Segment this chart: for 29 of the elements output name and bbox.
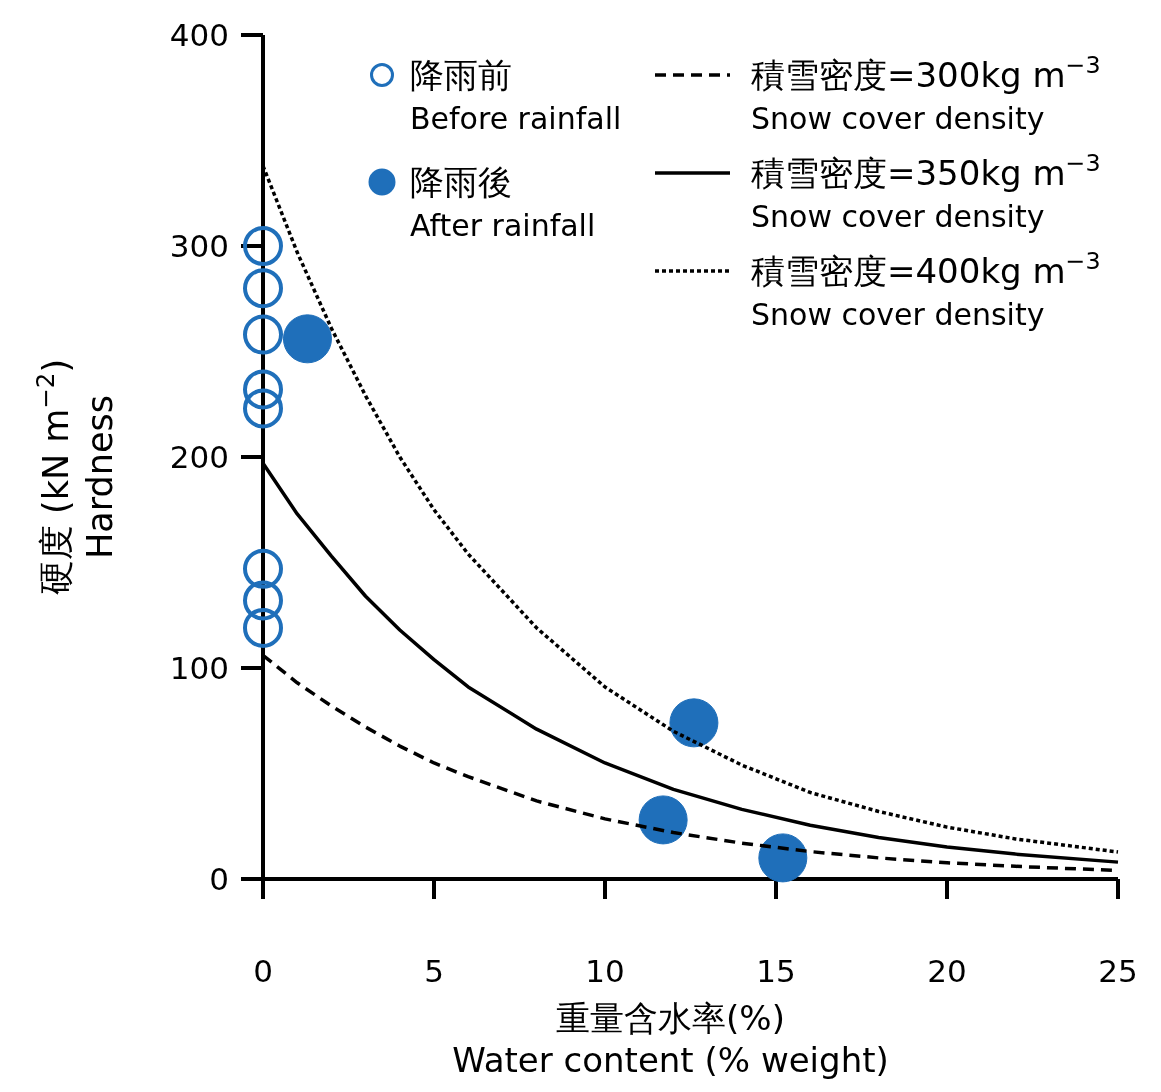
y-tick-label: 300: [169, 228, 229, 264]
point: [243, 548, 283, 589]
x-tick-label: 20: [927, 953, 967, 989]
text: 積雪密度=350kg m$^{−3}$ Snow cover density: [751, 149, 1101, 234]
legend-label: 降雨前 Before rainfall: [410, 55, 622, 136]
point: [282, 314, 332, 364]
y-tick-label: 100: [169, 650, 229, 686]
text: 積雪密度=300kg m$^{−3}$ Snow cover density: [751, 51, 1101, 136]
y-tick-label: 200: [169, 439, 229, 475]
point: [669, 698, 719, 748]
x-tick-label: 10: [585, 953, 625, 989]
point: [243, 388, 283, 429]
x-tick-label: 25: [1098, 953, 1138, 989]
text: 積雪密度=400kg m$^{−3}$ Snow cover density: [751, 247, 1101, 332]
point: [243, 580, 283, 621]
y-tick-label: 0: [209, 861, 229, 897]
point: [758, 833, 808, 883]
point: [243, 268, 283, 309]
point: [243, 369, 283, 410]
point: [638, 795, 688, 845]
x-axis-title: 重量含水率(%) Water content (% weight): [452, 998, 889, 1080]
point: [243, 607, 283, 648]
point: [243, 314, 283, 355]
x-tick-label: 15: [756, 953, 796, 989]
point: [243, 226, 283, 266]
y-tick-label: 400: [169, 17, 229, 53]
x-tick-label: 5: [424, 953, 444, 989]
x-tick-label: 0: [253, 953, 273, 989]
legend-label: 降雨後 After rainfall: [410, 162, 596, 243]
